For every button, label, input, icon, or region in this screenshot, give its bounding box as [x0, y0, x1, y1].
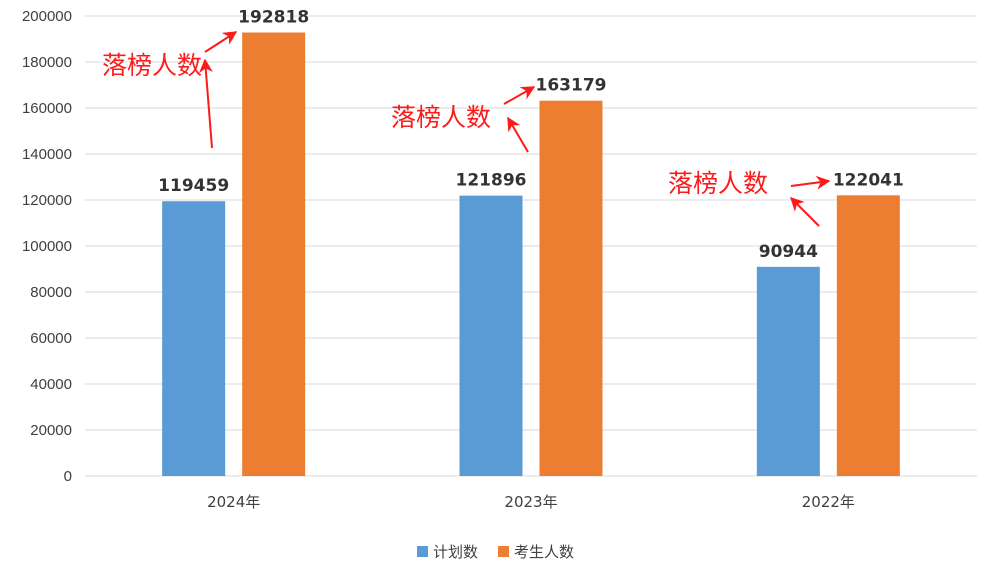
legend-swatch [417, 546, 428, 557]
y-tick-label: 120000 [22, 192, 72, 209]
bar [242, 32, 306, 476]
y-tick-label: 100000 [22, 238, 72, 255]
data-label: 119459 [158, 176, 229, 196]
bar [836, 195, 900, 476]
y-tick-label: 60000 [30, 330, 72, 347]
legend-label: 考生人数 [514, 543, 574, 561]
annotation-label: 落榜人数 [668, 169, 768, 198]
y-tick-label: 140000 [22, 146, 72, 163]
annotation-arrow [503, 86, 536, 105]
y-tick-label: 20000 [30, 422, 72, 439]
data-label: 90944 [759, 242, 818, 262]
y-tick-label: 40000 [30, 376, 72, 393]
y-axis: 0 20000 40000 60000 80000 100000 120000 140000 1… [22, 8, 72, 485]
data-label: 192818 [238, 8, 309, 28]
bar [539, 100, 603, 477]
legend-swatch [498, 546, 509, 557]
y-tick-label: 0 [64, 468, 72, 485]
x-tick-label: 2024年 [207, 493, 260, 511]
data-label: 163179 [536, 76, 607, 96]
bar [459, 195, 523, 476]
annotation-label: 落榜人数 [391, 103, 491, 132]
annotation-arrow [204, 31, 238, 53]
y-tick-label: 160000 [22, 100, 72, 117]
x-tick-label: 2022年 [802, 493, 855, 511]
y-tick-label: 200000 [22, 8, 72, 25]
annotation-arrow [790, 197, 820, 227]
x-tick-label: 2023年 [504, 493, 557, 511]
bars [162, 32, 900, 477]
annotation-arrow [507, 116, 529, 153]
annotation-arrow [199, 58, 213, 149]
annotation-label: 落榜人数 [102, 51, 202, 80]
bar [756, 266, 820, 476]
data-label: 121896 [456, 171, 527, 191]
data-labels: 119459 192818 121896 163179 90944 122041 [158, 8, 904, 262]
x-axis: 2024年 2023年 2022年 [207, 493, 855, 511]
legend: 计划数 考生人数 [417, 543, 574, 561]
y-tick-label: 180000 [22, 54, 72, 71]
legend-label: 计划数 [433, 543, 478, 561]
annotation-arrow [790, 175, 831, 190]
gridlines [85, 15, 977, 477]
y-tick-label: 80000 [30, 284, 72, 301]
bar [162, 201, 226, 476]
data-label: 122041 [833, 170, 904, 190]
